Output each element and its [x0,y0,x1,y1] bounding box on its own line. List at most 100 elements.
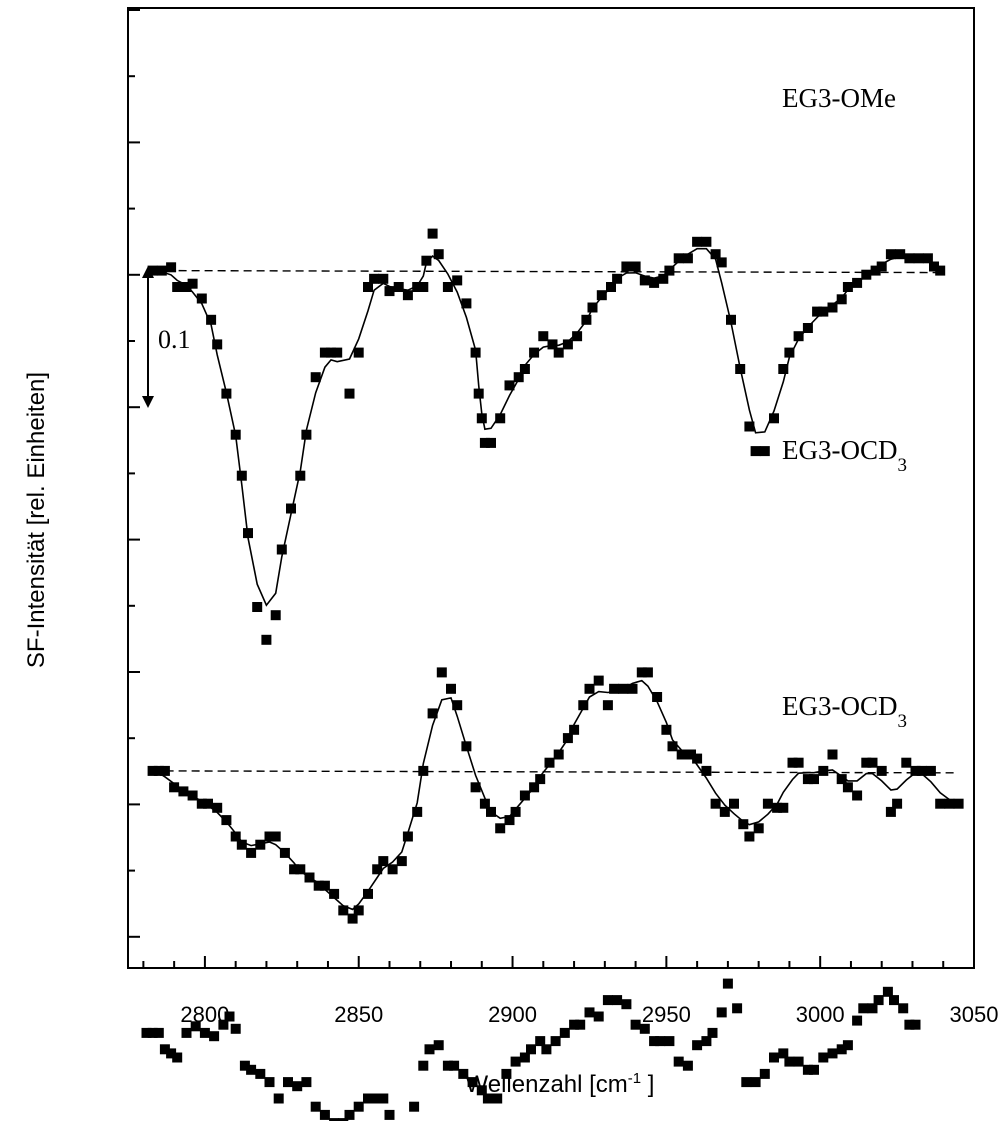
data-point [852,1015,863,1026]
data-point [535,774,546,785]
data-point [692,1040,703,1051]
data-point [809,774,819,785]
data-point [159,1044,170,1055]
series-label-main: EG3-OCD [782,691,898,721]
data-point [827,302,838,313]
data-point [842,1040,853,1051]
data-point [673,1056,684,1067]
data-point [710,798,721,809]
data-point [236,470,247,481]
data-point [642,667,653,678]
data-point [482,1093,493,1104]
data-point [910,765,921,776]
data-point [412,806,423,817]
data-point [772,802,783,813]
data-point [621,261,632,272]
data-point [581,314,592,325]
data-point [867,1003,878,1014]
data-point [802,1064,813,1075]
x-tick-label: 2900 [488,1002,537,1027]
data-point [621,999,632,1010]
series-label-subscript: 3 [898,711,908,732]
data-point [664,265,675,276]
data-point [166,262,177,273]
data-point [876,261,887,272]
data-point [187,278,198,289]
data-point [569,1019,580,1030]
data-point [784,347,795,358]
data-point [276,544,287,555]
data-point [716,257,727,268]
data-point [301,429,312,440]
data-point [246,1064,257,1075]
data-point [418,282,429,292]
data-point [569,724,580,735]
data-point [243,528,253,539]
data-point [270,610,281,621]
data-point [519,1052,530,1063]
fit-curve-solid [152,247,941,607]
data-point [596,290,607,301]
data-point [501,1068,512,1079]
data-point [221,815,232,826]
data-point [885,806,896,817]
data-point [587,302,598,313]
data-point [627,683,638,694]
data-point [562,339,573,350]
data-point [363,282,373,292]
data-point [412,282,423,292]
data-point [553,347,564,358]
data-point [255,839,266,850]
data-point [895,249,906,260]
data-point [722,978,733,989]
data-point [461,741,472,752]
data-point [147,1027,158,1038]
data-point [264,831,275,842]
data-point [929,261,939,272]
data-point [732,1003,743,1014]
data-point [639,275,650,286]
data-point [372,864,383,875]
data-point [470,347,481,358]
data-point [784,1056,795,1067]
data-point [593,675,604,686]
data-point [913,253,924,264]
data-point [141,1027,152,1038]
fit-baseline-dashed [152,770,959,774]
data-point [861,269,872,280]
data-point [353,347,364,358]
data-point [418,765,429,776]
data-point [904,1019,915,1030]
data-point [664,1036,675,1047]
data-point [787,757,798,768]
data-point [221,388,232,399]
data-point [261,634,272,645]
fit-baseline-dashed [152,269,941,274]
data-point [612,273,623,284]
data-point [396,856,407,867]
data-point [479,798,490,809]
data-point [289,864,300,875]
x-tick-label: 2950 [642,1002,691,1027]
data-point [363,1093,373,1104]
data-point [818,306,829,317]
data-point [187,790,198,801]
data-point [513,372,524,383]
data-point [793,1056,804,1067]
data-point [476,1085,487,1096]
data-point [676,749,687,760]
y-axis-ticks [128,9,140,938]
data-point [199,1027,210,1038]
data-point [882,986,893,997]
data-point [433,249,444,260]
series-label-main: EG3-OMe [782,83,896,113]
data-point [224,1011,235,1022]
data-point [682,253,693,264]
data-point [827,1048,838,1059]
data-point [369,1093,380,1104]
data-point [353,905,364,916]
data-point [461,298,472,309]
data-point [738,819,749,830]
data-point [196,798,207,809]
